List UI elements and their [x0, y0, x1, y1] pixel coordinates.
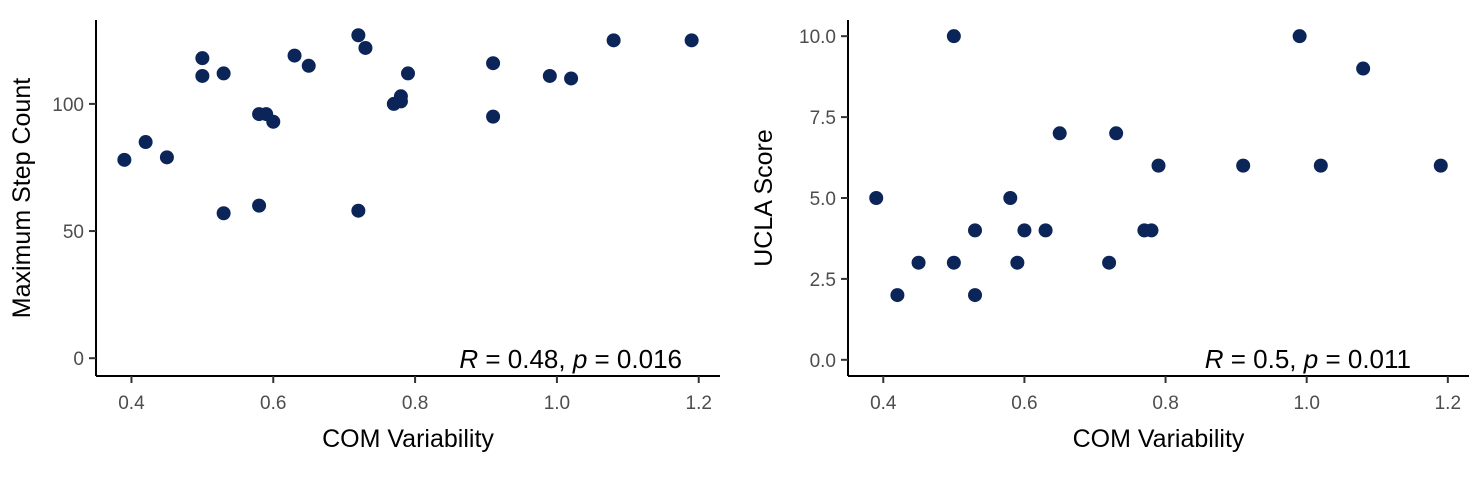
right-data-point	[1052, 126, 1067, 141]
left-correlation-annotation: R = 0.48, p = 0.016	[459, 344, 682, 374]
chart-left: 0.4 0.6 0.8 1.0 1.2 0 50 100 COM Variability Maxi…	[8, 20, 720, 453]
right-y-tick-label: 10.0	[799, 27, 836, 48]
left-data-point	[393, 89, 408, 104]
right-data-point	[946, 29, 961, 44]
right-data-point	[1151, 158, 1166, 173]
left-x-axis-title: COM Variability	[322, 425, 494, 453]
left-y-tick-label: 0	[73, 349, 84, 370]
right-y-tick-label: 2.5	[810, 270, 836, 291]
right-data-point	[1017, 223, 1032, 238]
left-data-point	[486, 109, 501, 124]
right-data-point	[946, 255, 961, 270]
left-data-point	[684, 33, 699, 48]
right-y-tick-label: 0.0	[810, 351, 836, 372]
left-data-point	[216, 66, 231, 81]
left-r-value: = 0.48,	[478, 344, 573, 374]
chart-right: 0.4 0.6 0.8 1.0 1.2 0.0 2.5 5.0 7.5 10.0 COM Varia…	[750, 20, 1469, 453]
left-data-point	[401, 66, 415, 81]
left-x-tick-label: 1.0	[544, 393, 570, 414]
right-data-point	[1313, 158, 1328, 173]
left-data-point	[351, 28, 366, 43]
right-data-point	[1236, 158, 1251, 173]
right-data-point	[1109, 126, 1124, 141]
right-p-value: = 0.011	[1318, 344, 1411, 374]
right-data-point	[1010, 255, 1025, 270]
left-data-point	[564, 71, 579, 86]
right-data-point	[1102, 255, 1117, 270]
left-p-symbol: p	[572, 344, 587, 374]
left-data-point	[216, 206, 231, 221]
left-x-tick-label: 0.8	[402, 393, 428, 414]
right-data-point	[1292, 29, 1307, 44]
left-y-tick-label: 50	[63, 222, 84, 243]
right-data-point	[968, 223, 983, 238]
right-r-value: = 0.5,	[1224, 344, 1304, 374]
right-data-point	[968, 288, 983, 303]
left-data-point	[138, 135, 153, 150]
left-data-point	[266, 114, 281, 129]
right-x-axis-title: COM Variability	[1073, 425, 1245, 453]
left-y-axis-title: Maximum Step Count	[8, 78, 36, 318]
left-data-point	[287, 48, 302, 63]
right-y-tick-label: 5.0	[810, 189, 836, 210]
left-data-point	[606, 33, 621, 48]
left-data-point	[358, 40, 373, 55]
right-data-point	[1038, 223, 1053, 238]
right-x-tick-label: 0.6	[1011, 393, 1037, 414]
right-y-axis-title: UCLA Score	[750, 129, 778, 267]
right-r-symbol: R	[1205, 344, 1224, 374]
left-data-point	[301, 58, 316, 73]
left-p-value: = 0.016	[587, 344, 682, 374]
right-data-point	[1144, 223, 1159, 238]
right-x-tick-label: 0.4	[870, 393, 897, 414]
right-data-point	[1003, 191, 1018, 205]
right-data-point	[1433, 158, 1448, 173]
right-x-tick-label: 1.2	[1435, 393, 1461, 414]
left-data-point	[252, 198, 267, 213]
right-y-tick-label: 7.5	[810, 108, 836, 129]
right-data-point	[890, 288, 905, 303]
left-x-tick-label: 0.4	[118, 393, 145, 414]
right-data-point	[911, 255, 926, 270]
right-data-point	[1356, 61, 1371, 76]
left-data-point	[195, 51, 210, 66]
left-x-tick-label: 1.2	[686, 393, 712, 414]
right-p-symbol: p	[1303, 344, 1318, 374]
left-data-point	[486, 56, 501, 71]
left-data-point	[542, 68, 557, 83]
left-r-symbol: R	[459, 344, 478, 374]
left-data-point	[351, 203, 366, 218]
left-data-point	[195, 68, 210, 83]
right-correlation-annotation: R = 0.5, p = 0.011	[1205, 344, 1411, 374]
left-data-point	[159, 150, 174, 165]
right-x-tick-label: 1.0	[1293, 393, 1319, 414]
left-y-tick-label: 100	[52, 95, 84, 116]
left-x-tick-label: 0.6	[260, 393, 286, 414]
left-data-point	[117, 152, 132, 167]
right-data-point	[869, 191, 884, 205]
right-x-tick-label: 0.8	[1152, 393, 1178, 414]
